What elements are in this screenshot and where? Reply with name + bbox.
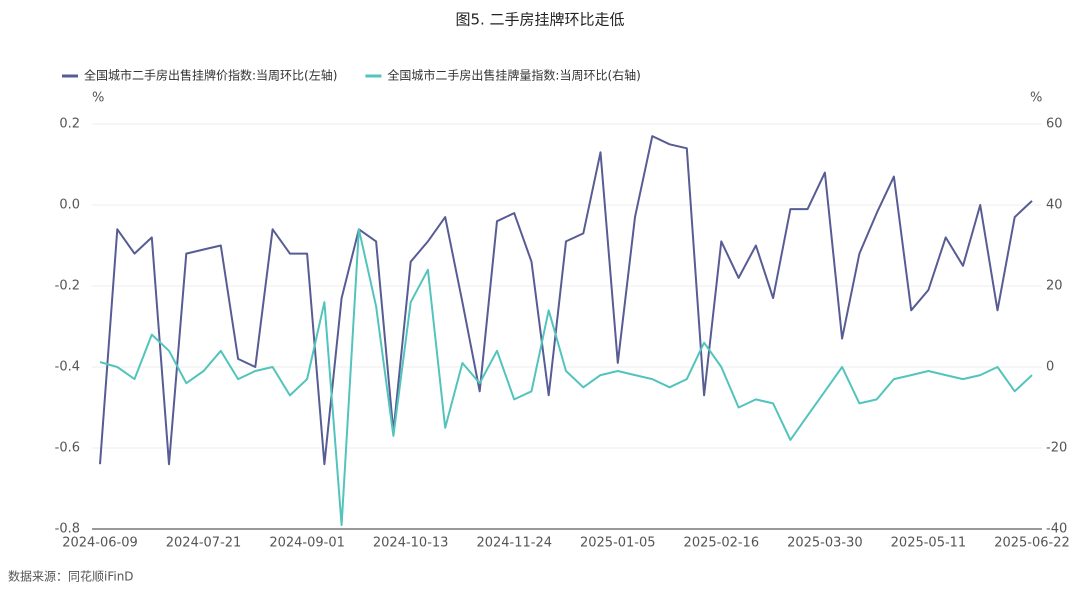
x-tick-label: 2024-07-21 [166, 536, 242, 551]
y-tick-label: -0.4 [55, 360, 80, 375]
y2-tick-label: -40 [1046, 522, 1067, 537]
x-tick-label: 2024-06-09 [62, 536, 138, 551]
series-line [99, 135, 1033, 466]
x-tick-label: 2025-01-05 [580, 536, 656, 551]
x-tick-label: 2024-11-24 [476, 536, 552, 551]
y2-tick-label: 20 [1046, 279, 1063, 294]
y2-tick-label: 60 [1046, 117, 1063, 132]
y2-tick-label: -20 [1046, 441, 1067, 456]
x-tick-label: 2025-02-16 [684, 536, 760, 551]
y2-tick-label: 0 [1046, 360, 1054, 375]
series-line [99, 228, 1033, 526]
legend-label: 全国城市二手房出售挂牌量指数:当周环比(右轴) [387, 68, 640, 83]
y-tick-label: -0.6 [55, 441, 80, 456]
y-tick-label: 0.0 [59, 198, 80, 213]
y-unit: % [92, 91, 104, 106]
source-note: 数据来源：同花顺iFinD [8, 569, 134, 584]
chart-title: 图5. 二手房挂牌环比走低 [455, 11, 624, 29]
x-tick-label: 2024-09-01 [269, 536, 345, 551]
legend-label: 全国城市二手房出售挂牌价指数:当周环比(左轴) [84, 68, 337, 83]
y-tick-label: -0.2 [55, 279, 80, 294]
y2-tick-label: 40 [1046, 198, 1063, 213]
y2-unit: % [1030, 91, 1042, 106]
y-tick-label: 0.2 [59, 117, 80, 132]
x-tick-label: 2024-10-13 [373, 536, 449, 551]
x-tick-label: 2025-05-11 [891, 536, 967, 551]
y-tick-label: -0.8 [55, 522, 80, 537]
x-tick-label: 2025-06-22 [994, 536, 1070, 551]
x-tick-label: 2025-03-30 [787, 536, 863, 551]
